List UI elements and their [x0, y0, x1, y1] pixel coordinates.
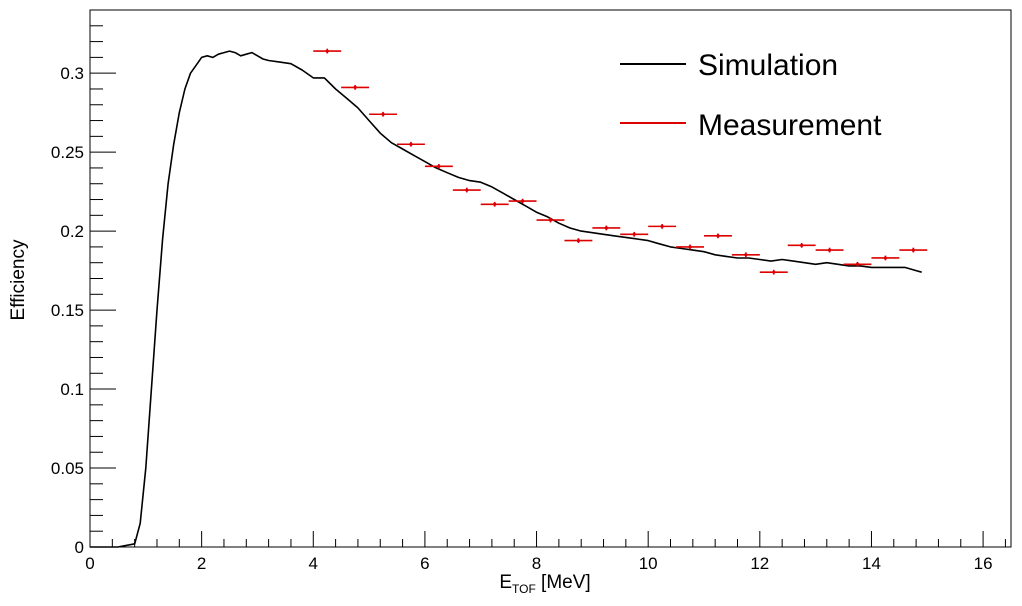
measurement-marker — [409, 142, 413, 146]
y-tick-label: 0.15 — [51, 301, 84, 320]
measurement-marker — [353, 85, 357, 89]
measurement-marker — [660, 224, 664, 228]
measurement-marker — [520, 199, 525, 203]
x-axis-title-unit: [MeV] — [536, 572, 591, 593]
measurement-point — [341, 85, 370, 90]
measurement-point — [564, 238, 593, 243]
measurement-marker — [827, 248, 832, 252]
measurement-marker — [772, 270, 776, 274]
measurement-point — [397, 141, 425, 147]
x-tick-label: 10 — [639, 554, 658, 573]
x-tick-label: 6 — [420, 554, 429, 573]
measurement-point — [871, 255, 900, 261]
measurement-point — [843, 261, 872, 267]
measurement-point — [759, 269, 788, 275]
measurement-marker — [325, 49, 329, 53]
y-tick-label: 0.25 — [51, 143, 84, 162]
y-tick-label: 0.2 — [60, 222, 84, 241]
y-tick-label: 0.05 — [51, 459, 84, 478]
simulation-line — [90, 50, 922, 548]
x-tick-label: 14 — [862, 554, 881, 573]
measurement-point — [704, 233, 732, 239]
measurement-point — [787, 242, 816, 248]
x-tick-label: 0 — [85, 554, 94, 573]
measurement-point — [731, 252, 760, 258]
legend-simulation-label: Simulation — [698, 49, 838, 82]
measurement-marker — [632, 232, 636, 236]
y-tick-label: 0.1 — [60, 380, 84, 399]
x-tick-label: 4 — [309, 554, 318, 573]
y-tick-label: 0 — [75, 538, 84, 557]
measurement-marker — [911, 248, 915, 252]
y-tick-label: 0.3 — [60, 64, 84, 83]
measurement-series — [313, 48, 928, 275]
plot-frame — [89, 9, 1012, 548]
measurement-marker — [744, 253, 748, 257]
measurement-point — [536, 217, 565, 223]
measurement-marker — [493, 202, 497, 206]
measurement-point — [648, 224, 677, 229]
y-tick-labels: 0 0.05 0.1 0.15 0.2 0.25 0.3 — [51, 64, 84, 557]
measurement-marker — [604, 226, 608, 230]
measurement-point — [676, 244, 704, 250]
measurement-marker — [576, 238, 581, 243]
measurement-marker — [800, 243, 804, 247]
x-axis-title-main: E — [499, 572, 512, 593]
measurement-point — [592, 225, 621, 231]
measurement-marker — [883, 256, 888, 260]
measurement-point — [313, 48, 342, 54]
axis-ticks — [89, 9, 1006, 548]
measurement-marker — [465, 188, 469, 192]
x-tick-label: 12 — [750, 554, 769, 573]
x-axis-title: ETOF [MeV] — [499, 572, 590, 596]
measurement-marker — [381, 112, 385, 116]
y-axis-title: Efficiency — [8, 239, 29, 320]
measurement-marker — [716, 234, 720, 238]
measurement-point — [480, 201, 509, 207]
measurement-point — [815, 247, 844, 253]
measurement-point — [452, 187, 481, 193]
measurement-point — [369, 111, 397, 117]
measurement-marker — [855, 262, 860, 266]
measurement-marker — [688, 245, 692, 249]
measurement-point — [620, 231, 649, 237]
legend-measurement-label: Measurement — [698, 109, 882, 142]
x-axis-title-subscript: TOF — [512, 582, 536, 596]
legend: Simulation Measurement — [620, 49, 882, 142]
x-tick-label: 16 — [974, 554, 993, 573]
measurement-marker — [548, 218, 553, 222]
x-tick-labels: 0 2 4 6 8 10 12 14 16 — [85, 554, 992, 573]
x-tick-label: 2 — [197, 554, 206, 573]
measurement-point — [899, 247, 928, 253]
measurement-point — [508, 198, 537, 204]
measurement-marker — [437, 164, 441, 168]
measurement-point — [424, 163, 453, 169]
x-tick-label: 8 — [532, 554, 541, 573]
simulation-series — [90, 50, 922, 548]
